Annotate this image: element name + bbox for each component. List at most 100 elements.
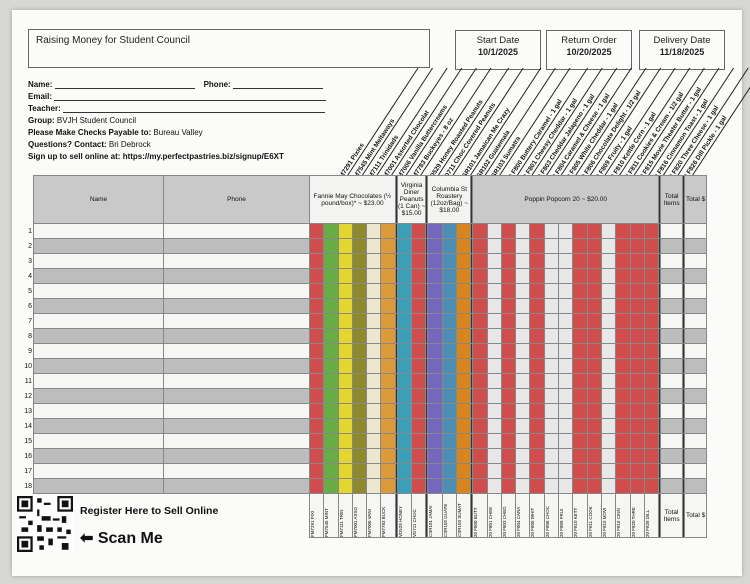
total-dollars-cell[interactable] — [684, 448, 708, 464]
name-field[interactable] — [54, 80, 195, 89]
quantity-cell[interactable] — [441, 223, 457, 239]
quantity-cell[interactable] — [308, 418, 325, 434]
quantity-cell[interactable] — [308, 328, 325, 344]
total-dollars-cell[interactable] — [684, 238, 708, 254]
quantity-cell[interactable] — [572, 358, 588, 374]
quantity-cell[interactable] — [472, 298, 488, 314]
quantity-cell[interactable] — [558, 238, 574, 254]
quantity-cell[interactable] — [629, 268, 645, 284]
quantity-cell[interactable] — [600, 313, 617, 329]
quantity-cell[interactable] — [643, 403, 660, 419]
quantity-cell[interactable] — [472, 388, 488, 404]
quantity-cell[interactable] — [500, 448, 517, 464]
total-dollars-cell[interactable] — [684, 283, 708, 299]
quantity-cell[interactable] — [366, 403, 382, 419]
quantity-cell[interactable] — [308, 373, 325, 389]
quantity-cell[interactable] — [441, 478, 457, 494]
quantity-cell[interactable] — [500, 388, 517, 404]
quantity-cell[interactable] — [529, 268, 545, 284]
quantity-cell[interactable] — [455, 418, 472, 434]
quantity-cell[interactable] — [337, 388, 353, 404]
quantity-cell[interactable] — [529, 478, 545, 494]
quantity-cell[interactable] — [643, 433, 660, 449]
total-dollars-cell[interactable] — [684, 478, 708, 494]
quantity-cell[interactable] — [543, 418, 560, 434]
name-cell[interactable] — [33, 478, 164, 494]
quantity-cell[interactable] — [396, 403, 413, 419]
quantity-cell[interactable] — [472, 238, 488, 254]
quantity-cell[interactable] — [472, 463, 488, 479]
quantity-cell[interactable] — [351, 373, 368, 389]
quantity-cell[interactable] — [308, 313, 325, 329]
quantity-cell[interactable] — [515, 343, 531, 359]
quantity-cell[interactable] — [543, 358, 560, 374]
quantity-cell[interactable] — [500, 253, 517, 269]
quantity-cell[interactable] — [323, 313, 339, 329]
quantity-cell[interactable] — [427, 238, 443, 254]
quantity-cell[interactable] — [529, 358, 545, 374]
quantity-cell[interactable] — [586, 373, 602, 389]
quantity-cell[interactable] — [558, 283, 574, 299]
phone-field[interactable] — [232, 80, 323, 89]
total-dollars-cell[interactable] — [684, 223, 708, 239]
quantity-cell[interactable] — [337, 313, 353, 329]
quantity-cell[interactable] — [308, 238, 325, 254]
quantity-cell[interactable] — [486, 418, 502, 434]
quantity-cell[interactable] — [411, 223, 427, 239]
total-items-cell[interactable] — [660, 418, 684, 434]
total-items-cell[interactable] — [660, 403, 684, 419]
quantity-cell[interactable] — [600, 328, 617, 344]
total-dollars-cell[interactable] — [684, 418, 708, 434]
quantity-cell[interactable] — [615, 283, 631, 299]
name-cell[interactable] — [33, 238, 164, 254]
total-items-cell[interactable] — [660, 373, 684, 389]
quantity-cell[interactable] — [515, 418, 531, 434]
total-items-cell[interactable] — [660, 463, 684, 479]
quantity-cell[interactable] — [529, 433, 545, 449]
quantity-cell[interactable] — [615, 298, 631, 314]
quantity-cell[interactable] — [572, 298, 588, 314]
total-items-cell[interactable] — [660, 343, 684, 359]
quantity-cell[interactable] — [515, 358, 531, 374]
total-items-cell[interactable] — [660, 253, 684, 269]
quantity-cell[interactable] — [427, 283, 443, 299]
quantity-cell[interactable] — [615, 223, 631, 239]
quantity-cell[interactable] — [427, 253, 443, 269]
quantity-cell[interactable] — [572, 403, 588, 419]
phone-cell[interactable] — [163, 388, 310, 404]
quantity-cell[interactable] — [615, 463, 631, 479]
quantity-cell[interactable] — [600, 433, 617, 449]
quantity-cell[interactable] — [515, 403, 531, 419]
quantity-cell[interactable] — [586, 328, 602, 344]
quantity-cell[interactable] — [455, 313, 472, 329]
quantity-cell[interactable] — [337, 298, 353, 314]
name-cell[interactable] — [33, 463, 164, 479]
quantity-cell[interactable] — [411, 298, 427, 314]
quantity-cell[interactable] — [529, 418, 545, 434]
total-dollars-cell[interactable] — [684, 343, 708, 359]
quantity-cell[interactable] — [529, 223, 545, 239]
quantity-cell[interactable] — [427, 358, 443, 374]
quantity-cell[interactable] — [366, 283, 382, 299]
quantity-cell[interactable] — [337, 268, 353, 284]
quantity-cell[interactable] — [500, 328, 517, 344]
quantity-cell[interactable] — [515, 283, 531, 299]
name-cell[interactable] — [33, 283, 164, 299]
quantity-cell[interactable] — [455, 223, 472, 239]
quantity-cell[interactable] — [500, 313, 517, 329]
quantity-cell[interactable] — [323, 388, 339, 404]
quantity-cell[interactable] — [472, 448, 488, 464]
quantity-cell[interactable] — [486, 268, 502, 284]
quantity-cell[interactable] — [529, 253, 545, 269]
quantity-cell[interactable] — [558, 448, 574, 464]
quantity-cell[interactable] — [615, 478, 631, 494]
quantity-cell[interactable] — [455, 388, 472, 404]
quantity-cell[interactable] — [615, 403, 631, 419]
phone-cell[interactable] — [163, 238, 310, 254]
name-cell[interactable] — [33, 433, 164, 449]
total-items-cell[interactable] — [660, 448, 684, 464]
quantity-cell[interactable] — [337, 223, 353, 239]
quantity-cell[interactable] — [380, 403, 396, 419]
quantity-cell[interactable] — [615, 328, 631, 344]
quantity-cell[interactable] — [366, 373, 382, 389]
